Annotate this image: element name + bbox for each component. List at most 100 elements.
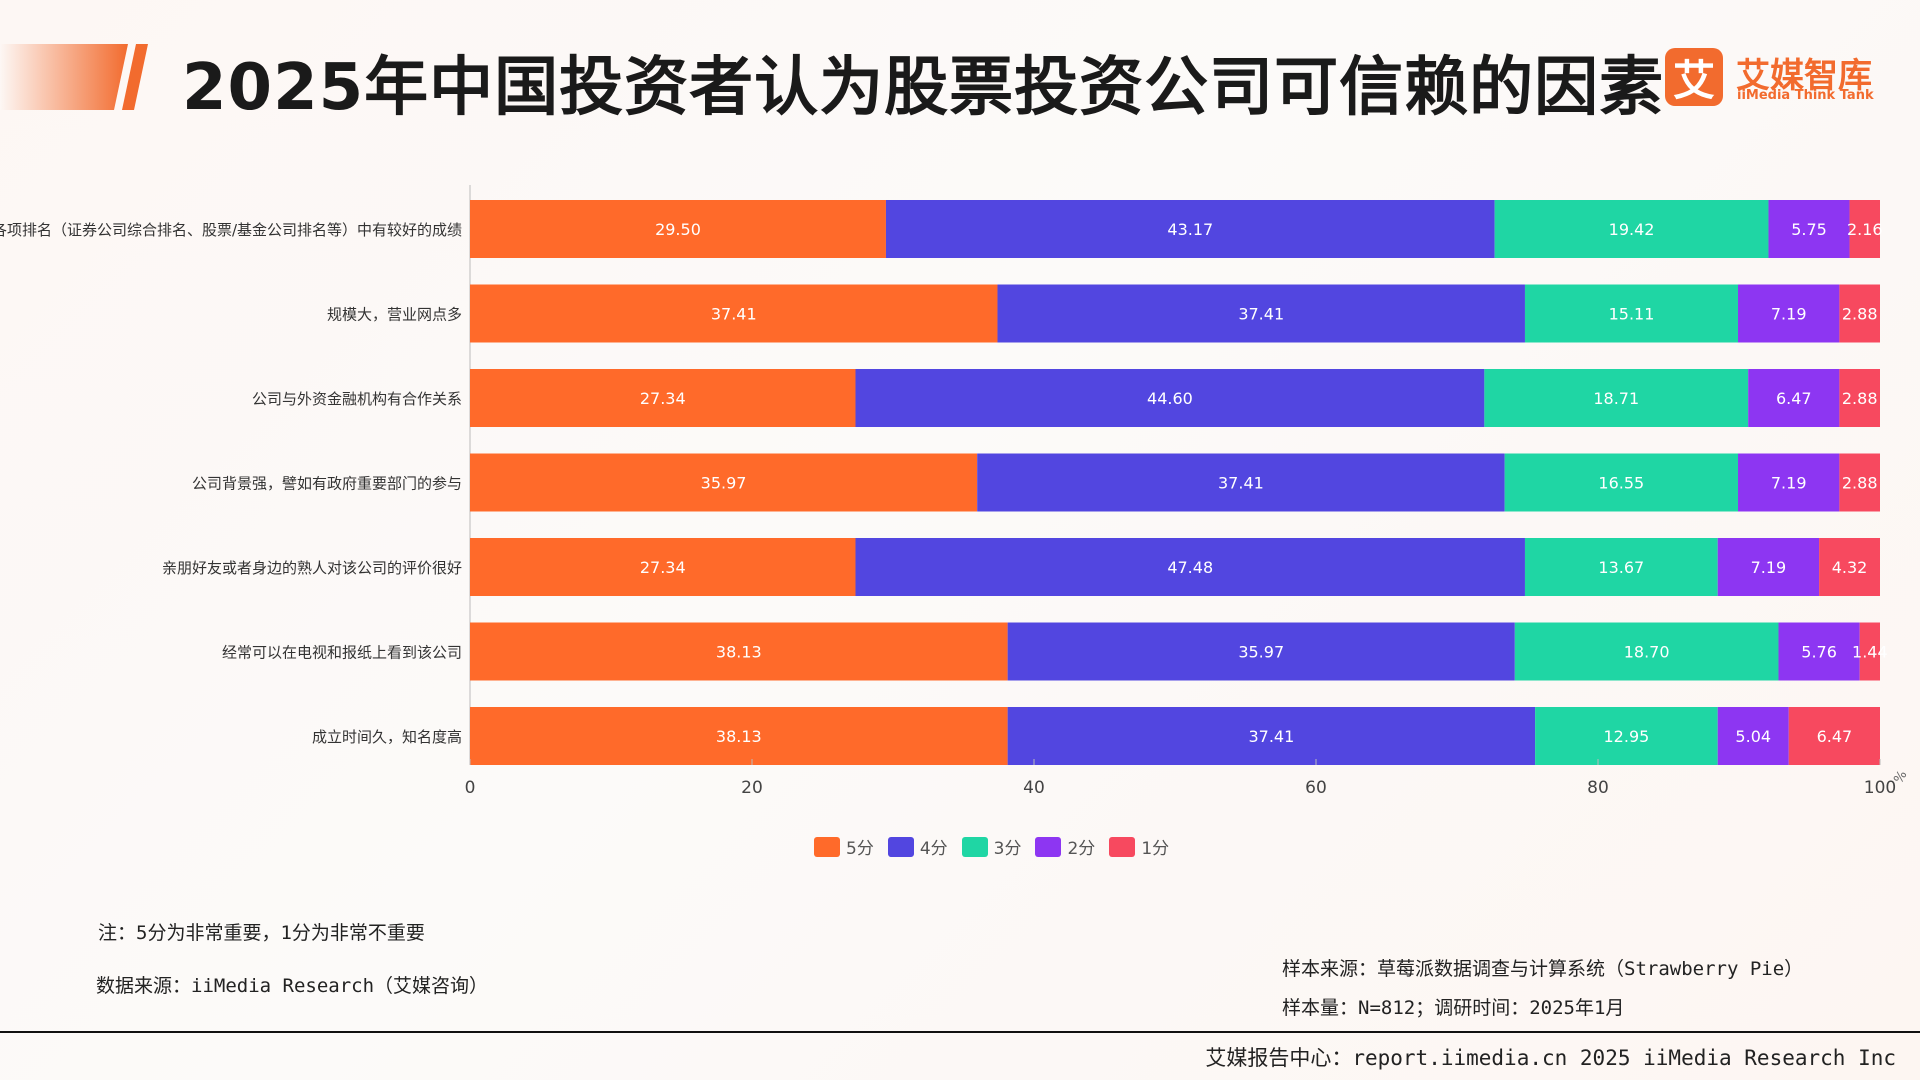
data-label: 2.16: [1847, 220, 1883, 239]
footer-credit: 艾媒报告中心：report.iimedia.cn 2025 iiMedia Re…: [1205, 1046, 1896, 1070]
data-label: 47.48: [1167, 558, 1213, 577]
logo-chinese-name: 艾媒智库: [1736, 56, 1872, 96]
data-label: 7.19: [1751, 558, 1787, 577]
category-label: 规模大，营业网点多: [327, 306, 462, 324]
bar-segment: [1738, 284, 1840, 343]
data-label: 5.04: [1735, 727, 1771, 746]
bar-segment: [1494, 200, 1769, 258]
sample-source-note: 样本来源：草莓派数据调查与计算系统（Strawberry Pie）: [1282, 958, 1804, 980]
bar-segment: [1819, 538, 1880, 596]
legend-label: 2分: [1067, 839, 1096, 859]
bar-segment: [1535, 707, 1718, 765]
bar-segment: [1738, 453, 1840, 512]
bar-segment: [1859, 622, 1880, 681]
bar-segment: [855, 538, 1525, 596]
bar-segment: [1504, 453, 1739, 512]
data-label: 2.88: [1842, 389, 1878, 408]
legend-swatch: [887, 836, 914, 857]
bar-segment: [1484, 369, 1749, 427]
bar-segment: [470, 284, 998, 343]
data-label: 43.17: [1167, 220, 1213, 239]
data-label: 7.19: [1771, 474, 1807, 493]
logo-mark-icon: 艾: [1665, 48, 1723, 106]
scale-note: 注：5分为非常重要，1分为非常不重要: [98, 922, 425, 944]
bar-segment: [470, 200, 886, 258]
data-label: 35.97: [701, 474, 747, 493]
data-label: 2.88: [1842, 305, 1878, 324]
data-label: 16.55: [1598, 474, 1644, 493]
legend-swatch: [1109, 836, 1136, 857]
chart-legend: 5分 4分 3分 2分 1分: [814, 834, 1169, 859]
data-label: 12.95: [1604, 727, 1650, 746]
bar-segment: [1717, 538, 1820, 596]
legend-label: 5分: [846, 839, 874, 859]
legend-item: 3分: [961, 834, 1022, 859]
bar-segment: [470, 622, 1008, 681]
legend-label: 1分: [1141, 839, 1170, 859]
x-tick-label: 100: [1864, 778, 1896, 798]
data-label: 38.13: [716, 727, 762, 746]
bar-segment: [855, 369, 1485, 427]
data-label: 13.67: [1598, 558, 1644, 577]
data-label: 38.13: [716, 643, 762, 662]
data-label: 1.44: [1852, 643, 1888, 662]
data-label: 37.41: [711, 305, 757, 324]
legend-label: 4分: [919, 839, 948, 859]
bar-segment: [470, 369, 856, 427]
data-label: 27.34: [640, 389, 686, 408]
data-label: 6.47: [1776, 389, 1812, 408]
bar-segment: [1007, 622, 1515, 681]
legend-swatch: [961, 836, 988, 857]
data-label: 37.41: [1218, 474, 1264, 493]
data-label: 7.19: [1771, 305, 1807, 324]
data-label: 29.50: [655, 220, 701, 239]
bar-segment: [1839, 369, 1880, 427]
category-label: 在各项排名（证券公司综合排名、股票/基金公司排名等）中有较好的成绩: [0, 221, 462, 239]
footer-divider: [0, 1031, 1920, 1033]
data-label: 27.34: [640, 558, 686, 577]
bar-segment: [1839, 453, 1880, 512]
category-label: 公司背景强，譬如有政府重要部门的参与: [192, 475, 462, 493]
legend-item: 4分: [887, 834, 948, 859]
bar-segment: [1524, 538, 1718, 596]
stacked-bar-chart: 在各项排名（证券公司综合排名、股票/基金公司排名等）中有较好的成绩 29.50 43…: [0, 185, 1911, 798]
data-label: 19.42: [1609, 220, 1655, 239]
legend-swatch: [814, 836, 840, 857]
bar-segment: [470, 538, 856, 596]
title-accent-graphic: [0, 44, 148, 110]
x-tick-label: 0: [465, 778, 476, 798]
category-label: 成立时间久，知名度高: [312, 728, 462, 746]
bar-segment: [1768, 200, 1850, 258]
data-label: 37.41: [1238, 305, 1284, 324]
bar-segment: [1007, 707, 1536, 765]
legend-label: 3分: [993, 839, 1022, 859]
page-title: 2025年中国投资者认为股票投资公司可信赖的因素: [182, 51, 1665, 125]
bar-segment: [1514, 622, 1779, 681]
legend-item: 2分: [1035, 834, 1095, 859]
x-tick-label: 40: [1023, 778, 1045, 798]
x-tick-label: 80: [1587, 778, 1609, 798]
bar-segment: [997, 284, 1525, 343]
data-label: 35.97: [1238, 643, 1284, 662]
bar-segment: [470, 707, 1008, 765]
legend-item: 1分: [1109, 834, 1169, 859]
sample-size-note: 样本量：N=812；调研时间：2025年1月: [1282, 997, 1625, 1019]
data-label: 44.60: [1147, 389, 1193, 408]
category-label: 亲朋好友或者身边的熟人对该公司的评价很好: [162, 559, 462, 577]
legend-item: 5分: [814, 834, 874, 859]
data-label: 15.11: [1609, 305, 1655, 324]
bar-segment: [1717, 707, 1789, 765]
bar-segment: [1778, 622, 1860, 681]
category-label: 经常可以在电视和报纸上看到该公司: [222, 644, 462, 662]
data-label: 4.32: [1832, 558, 1868, 577]
data-label: 5.75: [1791, 220, 1827, 239]
bar-segment: [1748, 369, 1840, 427]
bar-segment: [470, 453, 978, 512]
bar-segment: [1849, 200, 1880, 258]
legend-swatch: [1035, 836, 1062, 857]
data-label: 18.70: [1624, 643, 1670, 662]
bar-segment: [1788, 707, 1880, 765]
bar-segment: [1839, 284, 1880, 343]
data-label: 5.76: [1801, 643, 1837, 662]
data-label: 18.71: [1593, 389, 1639, 408]
